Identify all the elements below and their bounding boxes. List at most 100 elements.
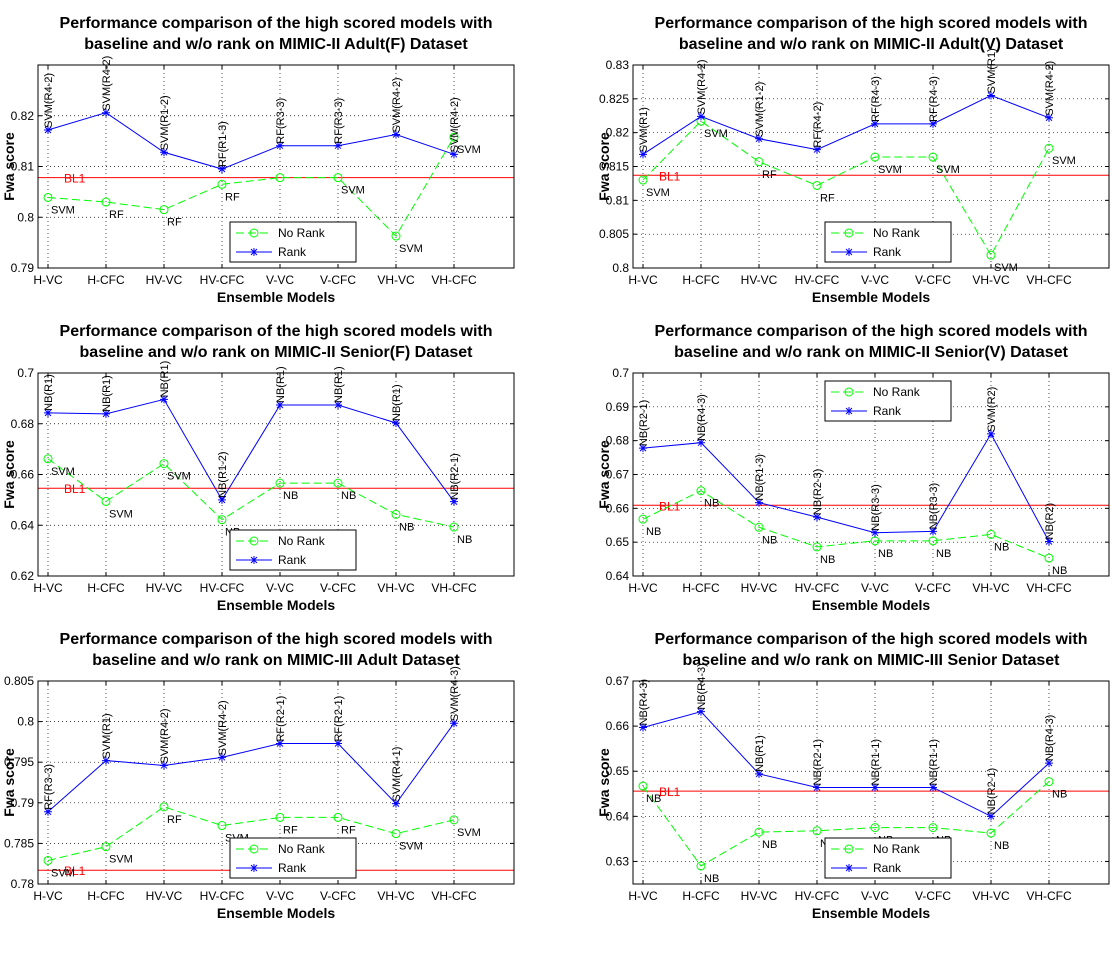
y-tick-label: 0.66 — [606, 719, 630, 733]
data-point-no-rank — [696, 861, 706, 871]
y-tick-label: 0.66 — [606, 501, 630, 515]
y-tick-label: 0.79 — [11, 796, 35, 810]
x-tick-label: V-VC — [861, 581, 889, 595]
legend-box — [824, 221, 952, 263]
legend-marker — [249, 536, 259, 546]
data-label-rank: NB(R1-3) — [754, 454, 766, 500]
data-point-no-rank — [870, 152, 880, 162]
data-point-rank — [450, 719, 458, 728]
data-label-no-rank: NB — [762, 534, 777, 546]
y-tick-label: 0.65 — [606, 535, 630, 549]
x-axis-label: Ensemble Models — [217, 597, 335, 613]
data-point-rank — [218, 753, 226, 762]
y-axis-label: Fwa score — [596, 132, 612, 201]
data-point-rank — [755, 498, 763, 507]
x-axis-label: Ensemble Models — [812, 289, 930, 305]
legend-marker — [249, 228, 259, 238]
data-point-rank — [697, 438, 705, 447]
series-line-no-rank — [47, 806, 455, 861]
y-axis-label: Fwa score — [1, 132, 17, 201]
data-label-rank: NB(R4-3) — [696, 663, 708, 709]
data-point-rank — [392, 130, 400, 139]
data-label-no-rank: NB — [646, 793, 661, 805]
data-label-rank: SVM(R1) — [101, 713, 113, 758]
y-tick-label: 0.81 — [606, 193, 630, 207]
series-line-no-rank — [642, 120, 1050, 257]
axes-frame — [632, 372, 1110, 577]
y-tick-label: 0.64 — [606, 809, 630, 823]
data-point-rank — [102, 108, 110, 117]
data-point-no-rank — [159, 802, 169, 812]
y-tick-label: 0.825 — [599, 92, 629, 106]
data-point-rank — [276, 141, 284, 150]
data-label-rank: NB(R1) — [391, 384, 403, 421]
data-point-rank — [44, 807, 52, 816]
data-label-rank: NB(R3-3) — [870, 484, 882, 530]
legend-label: No Rank — [873, 226, 921, 240]
data-label-rank: NB(R1-1) — [870, 739, 882, 785]
data-label-rank: NB(R2-1) — [986, 768, 998, 814]
data-label-no-rank: NB — [341, 490, 356, 502]
x-tick-label: HV-CFC — [200, 273, 245, 287]
data-label-no-rank: NB — [820, 554, 835, 566]
data-point-no-rank — [986, 529, 996, 539]
chart-title: baseline and w/o rank on MIMIC-II Senior… — [674, 344, 1069, 361]
x-tick-label: H-VC — [628, 581, 658, 595]
legend-marker — [844, 228, 854, 238]
data-point-rank — [929, 527, 937, 536]
series-line-no-rank — [642, 490, 1050, 559]
legend-marker — [845, 864, 853, 872]
data-label-rank: SVM(R4-2) — [696, 59, 708, 114]
data-label-no-rank: RF — [225, 191, 240, 203]
data-point-no-rank — [391, 509, 401, 519]
data-point-rank — [639, 150, 647, 159]
legend-label: No Rank — [278, 226, 326, 240]
legend-box — [229, 837, 357, 879]
data-label-no-rank: NB — [1052, 789, 1067, 801]
chart-title: Performance comparison of the high score… — [60, 631, 493, 648]
y-tick-label: 0.7 — [17, 366, 34, 380]
legend: No Rank Rank — [229, 529, 357, 571]
data-point-rank — [987, 91, 995, 100]
data-point-no-rank — [217, 179, 227, 189]
y-tick-label: 0.82 — [11, 109, 35, 123]
chart-title: baseline and w/o rank on MIMIC-III Senio… — [683, 652, 1061, 669]
legend-box — [229, 529, 357, 571]
data-point-no-rank — [638, 514, 648, 524]
data-point-no-rank — [333, 812, 343, 822]
x-tick-label: HV-CFC — [200, 581, 245, 595]
x-tick-label: VH-CFC — [431, 889, 477, 903]
y-tick-label: 0.66 — [11, 468, 35, 482]
data-label-no-rank: SVM — [51, 204, 75, 216]
x-tick-label: VH-VC — [377, 581, 415, 595]
data-point-no-rank — [275, 173, 285, 183]
data-label-rank: RF(R3-3) — [43, 764, 55, 810]
data-point-rank — [44, 125, 52, 134]
data-label-no-rank: SVM — [109, 508, 133, 520]
x-tick-label: VH-CFC — [1026, 581, 1072, 595]
data-point-rank — [697, 707, 705, 716]
data-label-no-rank: SVM — [646, 187, 670, 199]
x-tick-label: VH-CFC — [1026, 889, 1072, 903]
data-label-no-rank: SVM — [457, 144, 481, 156]
data-point-no-rank — [870, 536, 880, 546]
x-tick-label: H-CFC — [682, 273, 720, 287]
data-point-rank — [987, 812, 995, 821]
chart-panel-6: Performance comparison of the high score… — [596, 631, 1110, 921]
data-label-rank: SVM(R1) — [638, 107, 650, 152]
data-label-no-rank: SVM — [167, 471, 191, 483]
data-point-no-rank — [159, 205, 169, 215]
data-label-rank: SVM(R4-2) — [159, 708, 171, 763]
y-tick-label: 0.67 — [606, 674, 630, 688]
data-label-rank: NB(R2-1) — [638, 400, 650, 446]
y-tick-label: 0.8 — [17, 715, 34, 729]
x-tick-label: H-VC — [33, 581, 63, 595]
data-point-rank — [755, 769, 763, 778]
data-label-rank: RF(R3-3) — [275, 98, 287, 144]
data-point-rank — [871, 783, 879, 792]
data-label-rank: SVM(R1-2) — [159, 95, 171, 150]
data-point-no-rank — [638, 175, 648, 185]
legend: No Rank Rank — [824, 837, 952, 879]
data-point-rank — [276, 400, 284, 409]
data-label-rank: NB(R1) — [43, 374, 55, 411]
